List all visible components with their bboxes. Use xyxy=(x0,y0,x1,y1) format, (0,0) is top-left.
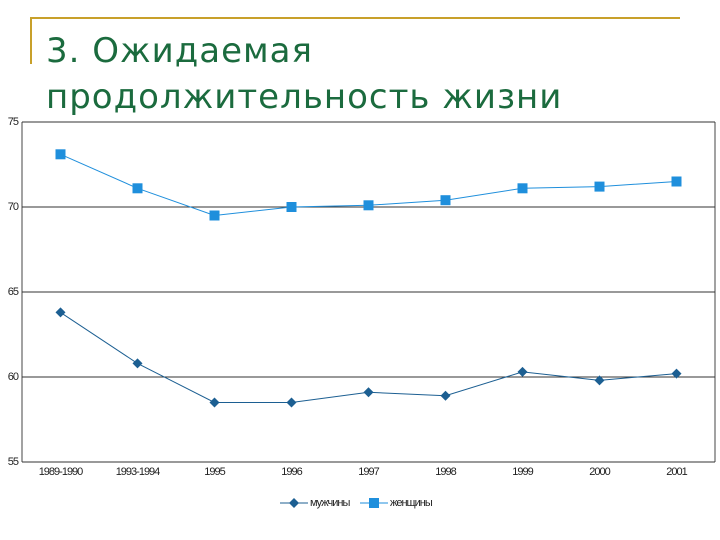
data-point xyxy=(55,149,66,160)
x-tick-label: 1995 xyxy=(204,466,225,478)
data-point xyxy=(132,183,143,194)
legend-marker xyxy=(369,498,379,508)
x-tick-label: 1997 xyxy=(358,466,379,478)
data-point xyxy=(671,368,682,379)
data-point xyxy=(671,176,682,187)
data-point xyxy=(55,307,66,318)
data-point xyxy=(209,397,220,408)
legend-label: мужчины xyxy=(310,497,350,509)
data-point xyxy=(363,200,374,211)
data-point xyxy=(363,387,374,398)
y-tick-label: 65 xyxy=(8,286,19,298)
legend-label: женщины xyxy=(390,497,433,509)
y-tick-label: 55 xyxy=(8,456,19,468)
x-tick-label: 2000 xyxy=(589,466,610,478)
y-tick-label: 75 xyxy=(8,116,19,128)
x-tick-label: 1996 xyxy=(281,466,302,478)
data-point xyxy=(440,390,451,401)
data-point xyxy=(132,358,143,369)
data-point xyxy=(517,183,528,194)
chart-title: 3. Ожидаемая продолжительность жизни xyxy=(46,31,563,117)
data-point xyxy=(286,202,297,212)
y-tick-label: 60 xyxy=(8,371,19,383)
data-point xyxy=(594,181,605,192)
y-tick-label: 70 xyxy=(8,201,19,213)
x-tick-label: 1998 xyxy=(435,466,456,478)
data-point xyxy=(517,366,528,377)
data-point xyxy=(440,195,451,206)
data-point xyxy=(594,375,605,386)
data-point xyxy=(286,397,297,408)
x-tick-label: 1989-1990 xyxy=(39,466,83,478)
legend-marker xyxy=(289,498,299,508)
data-point xyxy=(209,210,220,221)
x-tick-label: 2001 xyxy=(666,466,687,478)
x-tick-label: 1999 xyxy=(512,466,533,478)
x-tick-label: 1993-1994 xyxy=(116,466,160,478)
